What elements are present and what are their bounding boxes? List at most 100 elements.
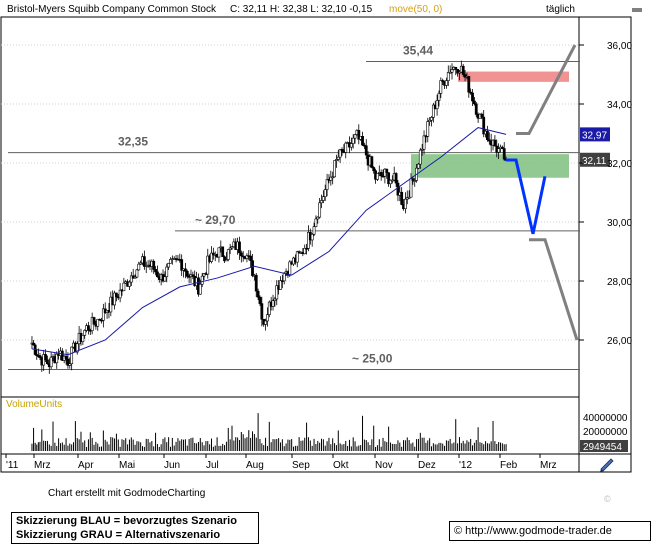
candle-body xyxy=(435,100,439,110)
candle-body xyxy=(312,226,316,235)
candle-body xyxy=(185,271,189,277)
time-axis-label: Dez xyxy=(418,460,436,471)
candle-body xyxy=(96,318,100,327)
candle-body xyxy=(32,342,35,346)
candle-body xyxy=(44,354,47,361)
candle-body xyxy=(409,178,413,198)
candle-body xyxy=(60,350,64,361)
alternative-scenario-path xyxy=(516,44,577,135)
time-axis-label: Mrz xyxy=(540,460,557,471)
candle-body xyxy=(418,149,422,165)
candle-body xyxy=(379,172,383,177)
candle-body xyxy=(430,117,433,121)
price-axis-label: 26,00 xyxy=(607,336,632,347)
scenario-legend: Skizzierung BLAU = bevorzugtes Szenario … xyxy=(11,512,259,544)
candle-body xyxy=(486,130,489,141)
candle-body xyxy=(461,65,465,75)
moving-average-line xyxy=(31,127,507,356)
candle-body xyxy=(266,314,269,322)
candle-body xyxy=(135,269,139,278)
candle-body xyxy=(454,66,458,70)
candle-body xyxy=(305,247,308,250)
candle-body xyxy=(282,272,286,282)
volume-tick-40m: 40000000 xyxy=(583,413,628,424)
candle-body xyxy=(389,179,392,185)
candle-body xyxy=(183,268,187,272)
candle-body xyxy=(396,182,400,196)
candle-body xyxy=(331,176,335,179)
candle-body xyxy=(364,145,368,156)
candle-body xyxy=(456,69,460,74)
candle-body xyxy=(251,260,254,276)
candle-body xyxy=(349,143,353,148)
candle-body xyxy=(139,262,143,265)
candle-body xyxy=(142,256,146,267)
price-axis-label: 30,00 xyxy=(607,218,632,229)
candle-body xyxy=(320,200,323,204)
candle-body xyxy=(83,330,87,336)
price-axis-label: 32,00 xyxy=(607,159,632,170)
time-axis-label: Mai xyxy=(119,460,135,471)
source-link[interactable]: © http://www.godmode-trader.de xyxy=(449,521,651,541)
candle-body xyxy=(390,179,394,182)
time-axis-label: Apr xyxy=(78,460,94,471)
candle-body xyxy=(254,274,258,292)
candle-body xyxy=(49,356,53,368)
candle-body xyxy=(338,149,342,158)
candle-body xyxy=(260,303,264,320)
candle-body xyxy=(314,218,318,227)
candle-body xyxy=(92,317,96,325)
candle-body xyxy=(221,246,225,258)
candle-body xyxy=(428,119,432,122)
pencil-icon[interactable] xyxy=(600,458,614,472)
candle-body xyxy=(361,136,364,146)
candle-body xyxy=(404,198,407,210)
candle-body xyxy=(129,275,133,283)
candle-body xyxy=(446,72,450,81)
axis-corner[interactable] xyxy=(578,453,632,473)
candle-body xyxy=(154,269,157,273)
candle-body xyxy=(55,353,59,364)
candle-body xyxy=(310,233,314,241)
volume-last-tag xyxy=(580,440,628,452)
candle-body xyxy=(169,259,172,264)
candle-body xyxy=(469,91,473,94)
collapse-arrow-icon[interactable] xyxy=(632,8,642,12)
candle-body xyxy=(329,176,333,181)
source-url[interactable]: http://www.godmode-trader.de xyxy=(465,525,612,537)
candle-body xyxy=(325,179,329,190)
header-period: täglich xyxy=(546,4,575,15)
copyright-mark: © xyxy=(604,494,611,504)
candle-body xyxy=(336,156,340,160)
candle-body xyxy=(245,255,249,259)
candle-body xyxy=(351,137,355,144)
price-axis-panel xyxy=(578,16,632,455)
time-axis-label: Sep xyxy=(292,460,310,471)
volume-last-value: 2949454 xyxy=(583,442,622,453)
candle-body xyxy=(316,216,320,220)
header-title: Bristol-Myers Squibb Company Common Stoc… xyxy=(7,4,217,15)
candle-body xyxy=(487,139,491,142)
candle-body xyxy=(318,202,322,218)
candle-body xyxy=(66,358,70,366)
candle-body xyxy=(273,298,277,301)
candle-body xyxy=(167,263,171,268)
candle-body xyxy=(474,103,478,115)
candle-body xyxy=(323,189,327,197)
candle-body xyxy=(417,163,420,169)
price-axis-label: 34,00 xyxy=(607,100,632,111)
candle-body xyxy=(118,289,122,299)
candle-body xyxy=(480,113,484,118)
candle-body xyxy=(211,252,215,256)
candle-body xyxy=(472,100,476,105)
level-label: 32,35 xyxy=(118,135,148,149)
candle-body xyxy=(239,252,243,257)
candle-body xyxy=(437,93,441,101)
candle-body xyxy=(230,246,234,249)
candle-body xyxy=(98,318,102,321)
candle-body xyxy=(450,69,454,73)
candle-body xyxy=(335,159,338,161)
candle-body xyxy=(340,149,344,152)
candle-body xyxy=(81,334,85,342)
candle-body xyxy=(295,251,299,263)
